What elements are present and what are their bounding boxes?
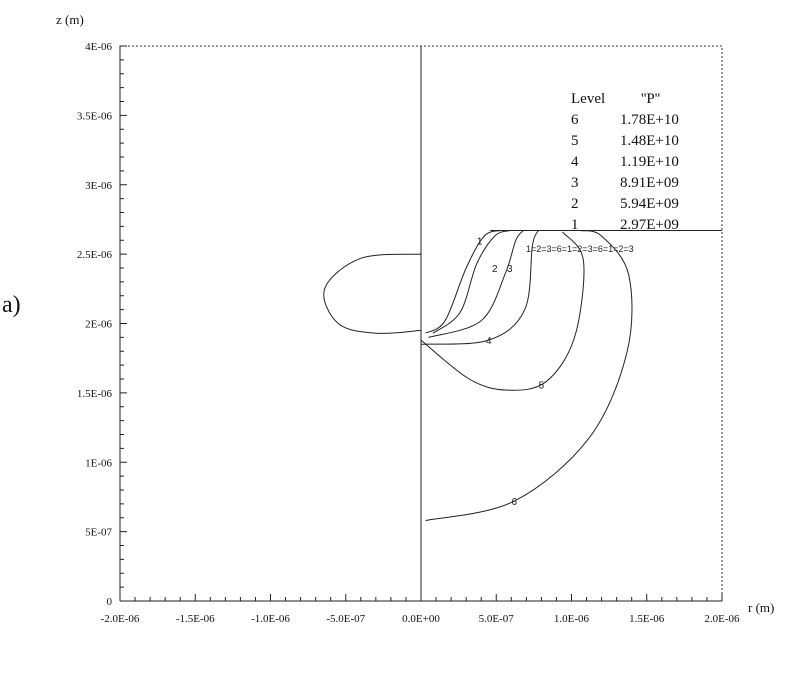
contour-level-6 [425, 230, 633, 521]
legend: Level ''P'' 6 1.78E+10 5 1.48E+10 4 1.19E+10 3… [571, 91, 679, 233]
legend-header-var: ''P'' [641, 91, 660, 107]
x-minor-ticks [119, 594, 723, 601]
x-tick-label: -5.0E-07 [326, 613, 365, 625]
left-shape [323, 253, 422, 334]
contour-label-2: 2 [492, 264, 498, 275]
legend-level: 6 [571, 112, 579, 128]
x-tick-label: 1.0E-06 [554, 613, 590, 625]
legend-value: 1.78E+10 [620, 112, 679, 128]
y-tick-label: 2E-06 [85, 319, 112, 331]
contour-level-1 [425, 230, 501, 334]
left-bubble-outline [323, 253, 422, 334]
legend-value: 1.48E+10 [620, 133, 679, 149]
contour-lines [420, 230, 722, 521]
y-tick-label: 1E-06 [85, 457, 112, 469]
legend-level: 3 [571, 175, 579, 191]
contour-label-1: 1 [477, 236, 483, 247]
legend-level: 4 [571, 154, 579, 170]
contour-level-5 [420, 231, 585, 391]
x-tick-label: -1.0E-06 [251, 613, 290, 625]
y-tick-label: 5E-07 [85, 527, 112, 539]
x-tick-label: -2.0E-06 [101, 613, 140, 625]
legend-value: 2.97E+09 [620, 217, 679, 233]
x-tick-label: 1.5E-06 [629, 613, 665, 625]
panel-label: a) [2, 292, 21, 318]
y-tick-labels: 0 5E-07 1E-06 1.5E-06 2E-06 2.5E-06 3E-06 3.5E-… [77, 41, 113, 608]
contour-label-6: 6 [512, 497, 518, 508]
contour-level-3 [428, 230, 524, 338]
y-tick-label: 0 [107, 596, 113, 608]
x-tick-label: 2.0E-06 [704, 613, 740, 625]
legend-value: 1.19E+10 [620, 154, 679, 170]
y-tick-label: 2.5E-06 [77, 249, 113, 261]
legend-level: 5 [571, 133, 579, 149]
y-tick-label: 4E-06 [85, 41, 112, 53]
x-tick-label: 0.0E+00 [402, 613, 440, 625]
y-minor-ticks [120, 45, 127, 602]
y-tick-label: 3.5E-06 [77, 110, 113, 122]
x-tick-labels: -2.0E-06 -1.5E-06 -1.0E-06 -5.0E-07 0.0E+00 5… [101, 613, 740, 625]
contour-level-2 [432, 230, 510, 334]
contour-label-3: 3 [507, 264, 513, 275]
legend-header-level: Level [571, 91, 605, 107]
y-tick-label: 3E-06 [85, 180, 112, 192]
legend-level: 1 [571, 217, 579, 233]
legend-value: 8.91E+09 [620, 175, 679, 191]
legend-value: 5.94E+09 [620, 196, 679, 212]
legend-level: 2 [571, 196, 579, 212]
x-tick-label: 5.0E-07 [479, 613, 515, 625]
contour-label-5: 5 [539, 381, 545, 392]
contour-level-4 [420, 230, 539, 345]
contour-label-4: 4 [486, 336, 492, 347]
y-tick-label: 1.5E-06 [77, 388, 113, 400]
interface-label: 1=2=3=6=1=2=3=6=1=2=3 [526, 244, 634, 254]
y-axis-title: z (m) [56, 12, 84, 27]
x-axis-title: r (m) [748, 600, 774, 615]
x-tick-label: -1.5E-06 [176, 613, 215, 625]
